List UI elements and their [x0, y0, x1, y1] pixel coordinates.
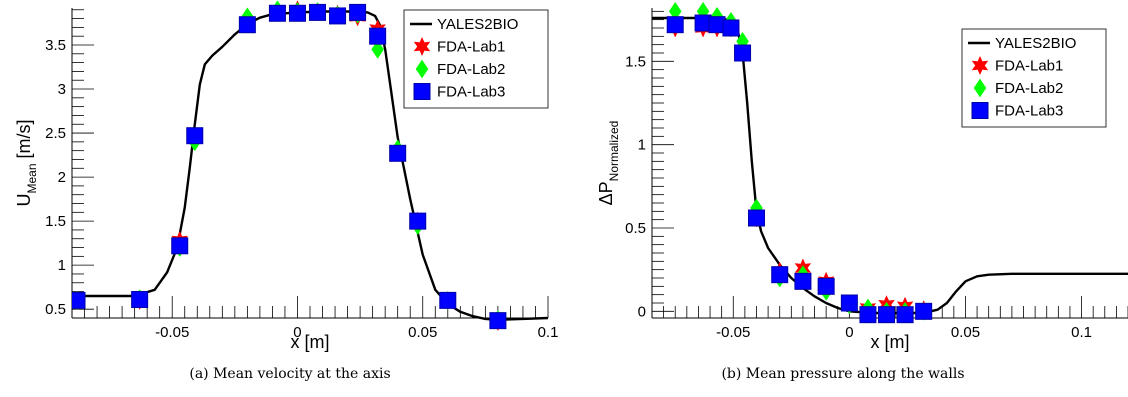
data-point-fda-lab3	[329, 7, 347, 25]
legend-label: FDA-Lab2	[995, 80, 1063, 97]
data-point-fda-lab3	[439, 291, 457, 309]
data-point-fda-lab3	[238, 16, 256, 34]
legend-marker-fda-lab3	[413, 83, 431, 100]
data-point-fda-lab3	[896, 306, 914, 324]
legend-marker-fda-lab1	[971, 55, 989, 76]
legend-label: FDA-Lab1	[995, 58, 1063, 75]
x-tick-label: 0.1	[1071, 324, 1092, 341]
plot-area	[72, 0, 549, 332]
caption-pressure: (b) Mean pressure along the walls	[721, 366, 965, 382]
y-axis-title: UMean [m/s]	[14, 119, 39, 206]
velocity-chart-panel: -0.05 0 0.05 0.1 0.5 1 1.5 2 2.5 3 3.5 x [m] UMean […	[14, 0, 559, 352]
y-tick-label: 0.5	[625, 220, 646, 237]
legend-label: YALES2BIO	[437, 16, 518, 33]
y-axis-title: ΔPNormalized	[596, 121, 621, 206]
data-point-fda-lab3	[369, 27, 387, 45]
legend-label: FDA-Lab3	[995, 103, 1063, 120]
data-point-fda-lab3	[309, 3, 327, 21]
y-tick-label: 3.5	[45, 37, 66, 54]
legend-marker-fda-lab3	[971, 102, 989, 119]
data-point-fda-lab3	[771, 266, 789, 284]
caption-velocity: (a) Mean velocity at the axis	[189, 366, 391, 382]
data-point-fda-lab3	[859, 306, 877, 324]
data-point-fda-lab3	[389, 144, 407, 162]
data-point-fda-lab3	[288, 4, 306, 22]
y-tick-label: 2.5	[45, 125, 66, 142]
plot-area	[652, 1, 1128, 324]
x-tick-label: 0.05	[951, 324, 980, 341]
x-tick-label: 0.1	[538, 324, 559, 341]
x-axis-title: x [m]	[291, 332, 330, 352]
data-point-fda-lab2	[371, 39, 384, 59]
y-tick-label: 1.5	[625, 53, 646, 70]
data-point-fda-lab3	[186, 127, 204, 145]
y-tick-label: 1	[638, 137, 646, 154]
x-axis-title: x [m]	[871, 332, 910, 352]
y-tick-label: 0	[638, 303, 646, 320]
x-tick-label: 0.05	[408, 324, 437, 341]
data-point-fda-lab3	[489, 312, 507, 330]
legend-label: FDA-Lab1	[437, 39, 505, 56]
x-tick-label: -0.05	[716, 324, 750, 341]
y-tick-label: 1	[58, 257, 66, 274]
data-point-fda-lab3	[131, 291, 149, 309]
data-point-fda-lab3	[747, 209, 765, 227]
data-point-fda-lab3	[268, 4, 286, 22]
y-tick-label: 1.5	[45, 213, 66, 230]
x-tick-label: 0	[845, 324, 853, 341]
x-tick-label: 0	[293, 324, 301, 341]
data-point-fda-lab3	[840, 294, 858, 312]
data-point-fda-lab3	[817, 277, 835, 295]
data-point-fda-lab3	[722, 19, 740, 37]
data-point-fda-lab3	[349, 3, 367, 21]
legend-label: FDA-Lab2	[437, 61, 505, 78]
legend-label: YALES2BIO	[995, 35, 1076, 52]
data-point-fda-lab3	[794, 272, 812, 290]
data-point-fda-lab3	[171, 237, 189, 255]
x-tick-label: -0.05	[155, 324, 189, 341]
data-point-fda-lab3	[878, 306, 896, 324]
series-line-yales2bio	[652, 16, 1128, 315]
data-point-fda-lab3	[734, 44, 752, 62]
y-tick-label: 2	[58, 169, 66, 186]
legend-marker-fda-lab1	[413, 36, 431, 57]
legend-label: FDA-Lab3	[437, 84, 505, 101]
y-tick-label: 3	[58, 81, 66, 98]
data-point-fda-lab3	[409, 212, 427, 230]
data-point-fda-lab3	[666, 16, 684, 34]
data-point-fda-lab3	[72, 291, 86, 309]
data-point-fda-lab3	[915, 302, 933, 320]
legend-marker-fda-lab2	[415, 59, 429, 79]
y-tick-label: 0.5	[45, 301, 66, 318]
legend-marker-fda-lab2	[973, 78, 987, 98]
pressure-chart-panel: -0.05 0 0.05 0.1 0 0.5 1 1.5 x [m] ΔPNormalized YA…	[596, 1, 1128, 352]
